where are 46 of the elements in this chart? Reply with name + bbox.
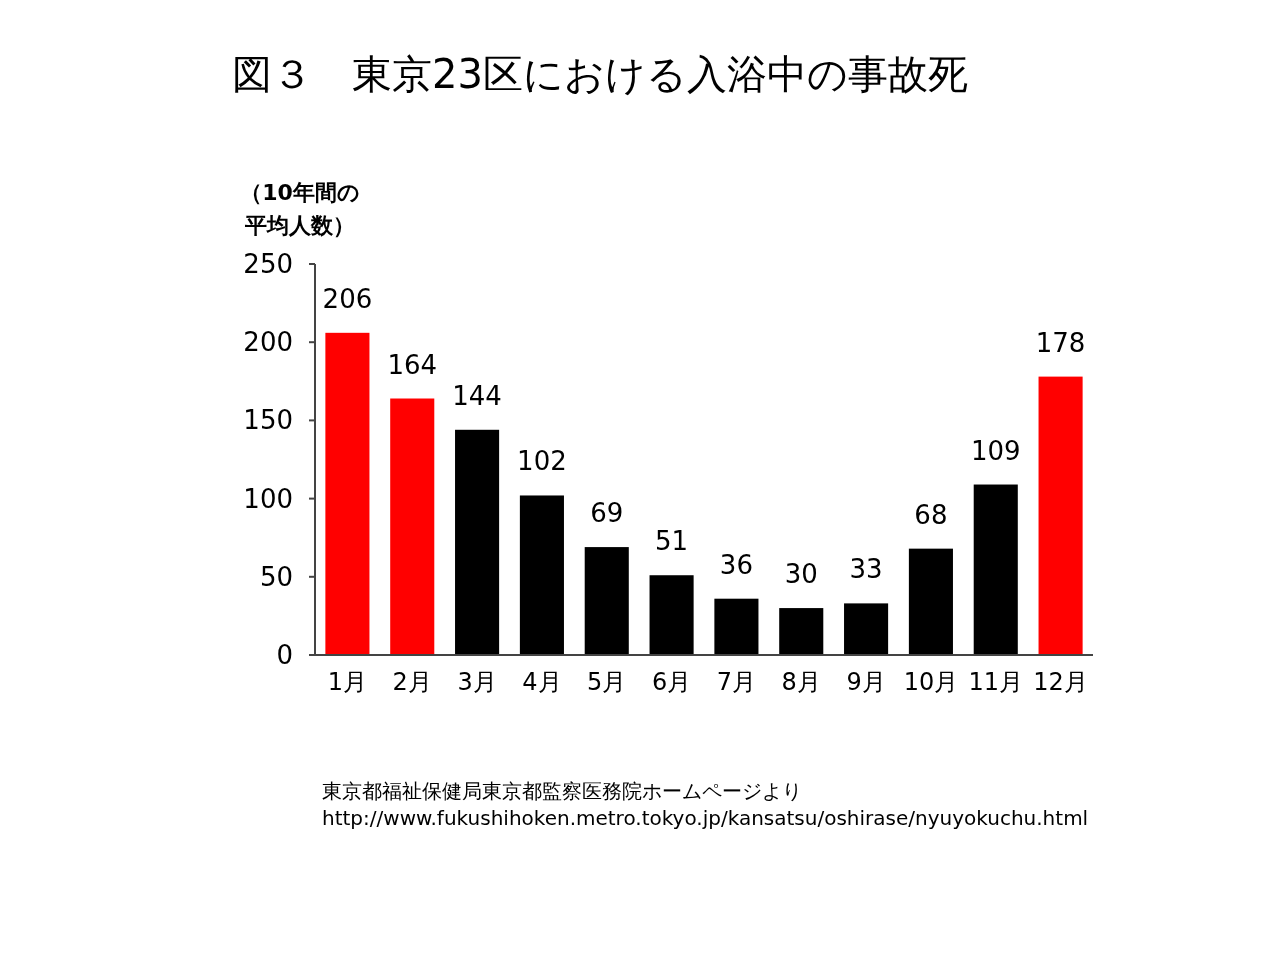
y-axis-title: （10年間の平均人数） [240, 180, 360, 238]
data-label: 206 [322, 283, 373, 314]
bar [779, 608, 824, 655]
y-tick-label: 200 [243, 327, 293, 358]
data-label: 164 [387, 349, 438, 380]
x-tick-label: 1月 [327, 668, 368, 696]
y-tick-label: 0 [276, 640, 293, 670]
data-label: 144 [452, 380, 502, 411]
bar [325, 332, 370, 655]
x-tick-label: 9月 [846, 668, 886, 696]
x-tick-label: 4月 [522, 668, 562, 696]
data-label: 51 [655, 526, 689, 557]
x-tick-label: 2月 [392, 668, 432, 696]
x-tick-label: 10月 [903, 668, 959, 696]
chart-title: 図３ 東京23区における入浴中の事故死 [232, 51, 968, 97]
x-tick-label: 3月 [457, 668, 497, 696]
bar [519, 495, 564, 655]
bar [649, 575, 694, 655]
y-tick-label: 100 [243, 483, 293, 514]
bar [455, 429, 500, 655]
bar [908, 548, 953, 655]
x-tick-label: 6月 [651, 668, 692, 696]
bar [973, 484, 1018, 655]
x-tick-label: 12月 [1033, 668, 1088, 696]
bar [844, 603, 889, 655]
y-tick-label: 150 [243, 405, 293, 436]
x-tick-label: 5月 [587, 668, 627, 696]
data-label: 178 [1035, 327, 1086, 358]
data-label: 30 [784, 559, 818, 590]
x-tick-label: 8月 [781, 668, 821, 696]
y-tick-label: 250 [243, 249, 293, 279]
data-label: 33 [849, 554, 883, 585]
text: http://www.fukushihoken.metro.tokyo.jp/kansatsu/oshirase/nyuyokuchu.html [322, 806, 1089, 830]
data-label: 69 [590, 498, 624, 529]
y-tick-label: 50 [259, 561, 293, 592]
data-label: 36 [719, 549, 753, 580]
bar [584, 547, 629, 655]
x-tick-label: 7月 [716, 668, 757, 696]
bar [390, 398, 435, 655]
text: 東京都福祉保健局東京都監察医務院ホームページより [322, 779, 802, 803]
x-tick-label: 11月 [968, 668, 1024, 696]
bar [1038, 376, 1083, 655]
data-label: 102 [517, 446, 567, 477]
bar [714, 598, 759, 655]
data-label: 109 [970, 435, 1021, 466]
data-label: 68 [914, 499, 948, 530]
